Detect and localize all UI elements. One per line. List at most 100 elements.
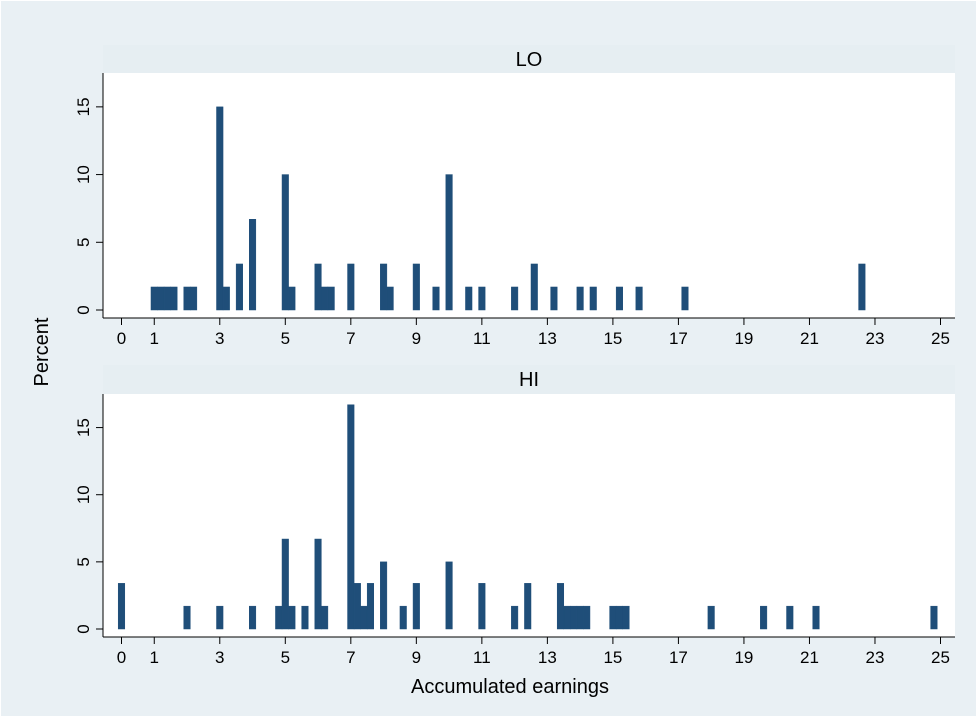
x-tick-label: 3 <box>215 648 224 667</box>
bar <box>707 605 715 630</box>
bar <box>589 286 597 311</box>
x-tick-label: 1 <box>150 648 159 667</box>
bar <box>812 605 820 630</box>
bar <box>386 286 394 311</box>
x-tick-label: 19 <box>734 329 753 348</box>
bar <box>366 583 375 630</box>
x-tick-label: 0 <box>117 648 126 667</box>
y-tick-label: 0 <box>74 624 93 633</box>
bar <box>635 286 643 311</box>
x-tick-label: 0 <box>117 329 126 348</box>
bar <box>576 286 584 311</box>
bar <box>288 605 296 630</box>
bar <box>314 538 322 630</box>
bar <box>249 605 257 630</box>
bar <box>380 561 388 630</box>
bar <box>190 286 198 311</box>
bar <box>760 605 768 630</box>
bar <box>786 605 794 630</box>
y-tick-label: 5 <box>74 238 93 247</box>
x-tick-label: 13 <box>538 648 557 667</box>
bar <box>412 263 420 311</box>
x-tick-label: 17 <box>669 648 688 667</box>
x-tick-label: 17 <box>669 329 688 348</box>
y-tick-label: 15 <box>74 418 93 437</box>
bar <box>170 286 178 311</box>
bar <box>550 286 558 311</box>
bar <box>445 174 453 311</box>
bar <box>570 605 578 630</box>
bar <box>321 286 329 311</box>
panel-header-label: HI <box>519 369 539 391</box>
bar <box>222 286 230 311</box>
x-tick-label: 23 <box>866 648 885 667</box>
bar <box>930 605 938 630</box>
bar <box>150 286 158 311</box>
bar <box>281 174 289 311</box>
bar <box>615 286 623 311</box>
bar <box>235 263 243 311</box>
y-tick-label: 10 <box>74 165 93 184</box>
bar <box>511 286 519 311</box>
bar <box>321 605 329 630</box>
bar <box>157 286 165 311</box>
bar <box>681 286 689 311</box>
x-tick-label: 15 <box>603 329 622 348</box>
bar <box>216 605 224 630</box>
x-tick-label: 21 <box>800 648 819 667</box>
plot-area <box>103 73 955 318</box>
bar <box>609 605 617 630</box>
x-axis-label: Accumulated earnings <box>411 676 609 698</box>
bar <box>399 605 407 630</box>
bar <box>353 583 361 630</box>
x-tick-label: 21 <box>800 329 819 348</box>
x-tick-label: 5 <box>281 648 290 667</box>
bar <box>465 286 473 311</box>
x-tick-label: 11 <box>473 648 491 667</box>
y-tick-label: 10 <box>74 485 93 504</box>
x-tick-label: 15 <box>603 648 622 667</box>
bar <box>163 286 171 311</box>
x-tick-label: 9 <box>412 648 421 667</box>
bar <box>445 561 453 630</box>
bar <box>432 286 440 311</box>
bar <box>563 605 571 630</box>
x-tick-label: 5 <box>281 329 290 348</box>
bar <box>478 583 486 630</box>
bar <box>347 404 355 630</box>
bar <box>183 286 191 311</box>
x-tick-label: 23 <box>866 329 885 348</box>
x-tick-label: 19 <box>734 648 753 667</box>
x-tick-label: 9 <box>412 329 421 348</box>
x-tick-label: 25 <box>931 648 950 667</box>
x-tick-label: 1 <box>150 329 159 348</box>
bar <box>288 286 296 311</box>
y-tick-label: 0 <box>74 305 93 314</box>
bar <box>275 605 283 630</box>
panel-header-strip <box>103 45 955 73</box>
panel-header-strip <box>103 365 955 394</box>
y-tick-label: 5 <box>74 557 93 566</box>
x-tick-label: 7 <box>346 329 355 348</box>
bar <box>380 263 388 311</box>
bar <box>530 263 538 311</box>
x-tick-label: 25 <box>931 329 950 348</box>
y-axis-label: Percent <box>31 317 53 386</box>
bar <box>858 263 866 311</box>
bar <box>622 605 630 630</box>
x-tick-label: 3 <box>215 329 224 348</box>
bar <box>524 583 532 630</box>
x-tick-label: 7 <box>346 648 355 667</box>
bar <box>478 286 486 311</box>
panel-header-label: LO <box>516 49 543 71</box>
bar <box>249 219 257 311</box>
bar <box>556 583 565 630</box>
bar <box>576 605 584 630</box>
bar <box>281 538 289 630</box>
x-tick-label: 11 <box>473 329 491 348</box>
bar <box>216 106 224 311</box>
